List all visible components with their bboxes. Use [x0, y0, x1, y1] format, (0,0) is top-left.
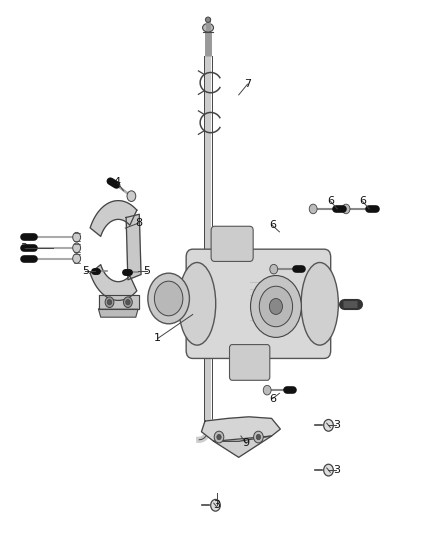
- Polygon shape: [99, 295, 139, 309]
- Circle shape: [217, 434, 221, 440]
- Text: 3: 3: [333, 465, 340, 475]
- Text: 8: 8: [136, 218, 143, 228]
- Polygon shape: [126, 214, 141, 280]
- Polygon shape: [201, 417, 280, 441]
- Circle shape: [263, 385, 271, 395]
- Ellipse shape: [154, 281, 183, 316]
- Text: 7: 7: [244, 79, 251, 89]
- Circle shape: [211, 499, 220, 511]
- FancyBboxPatch shape: [186, 249, 331, 358]
- Circle shape: [251, 276, 301, 337]
- Circle shape: [127, 191, 136, 201]
- Circle shape: [214, 431, 224, 443]
- Circle shape: [126, 300, 130, 305]
- Circle shape: [324, 464, 333, 476]
- Text: 6: 6: [359, 197, 366, 206]
- Circle shape: [107, 300, 112, 305]
- Ellipse shape: [148, 273, 189, 324]
- Text: 9: 9: [243, 439, 250, 448]
- Circle shape: [256, 434, 261, 440]
- Text: 5: 5: [82, 266, 89, 276]
- FancyBboxPatch shape: [211, 227, 253, 262]
- Text: 6: 6: [269, 221, 276, 230]
- Polygon shape: [90, 200, 137, 236]
- Ellipse shape: [202, 23, 213, 32]
- Polygon shape: [214, 436, 272, 457]
- Circle shape: [105, 297, 114, 308]
- Text: 6: 6: [327, 197, 334, 206]
- Polygon shape: [90, 265, 137, 301]
- Circle shape: [73, 243, 81, 253]
- Text: 3: 3: [213, 500, 220, 510]
- Polygon shape: [99, 309, 138, 317]
- Text: 2: 2: [21, 243, 28, 253]
- Circle shape: [269, 298, 283, 314]
- Ellipse shape: [178, 263, 215, 345]
- Circle shape: [254, 431, 263, 443]
- Ellipse shape: [205, 17, 211, 22]
- Circle shape: [73, 254, 81, 263]
- Circle shape: [73, 232, 81, 242]
- Circle shape: [324, 419, 333, 431]
- Circle shape: [259, 286, 293, 327]
- Circle shape: [124, 297, 132, 308]
- Text: 3: 3: [333, 421, 340, 430]
- Circle shape: [342, 204, 350, 214]
- Circle shape: [309, 204, 317, 214]
- Text: 5: 5: [143, 266, 150, 276]
- Text: 1: 1: [154, 334, 161, 343]
- Text: 6: 6: [269, 394, 276, 403]
- Text: 4: 4: [114, 177, 121, 187]
- Ellipse shape: [301, 263, 338, 345]
- Circle shape: [270, 264, 278, 274]
- FancyBboxPatch shape: [230, 344, 270, 381]
